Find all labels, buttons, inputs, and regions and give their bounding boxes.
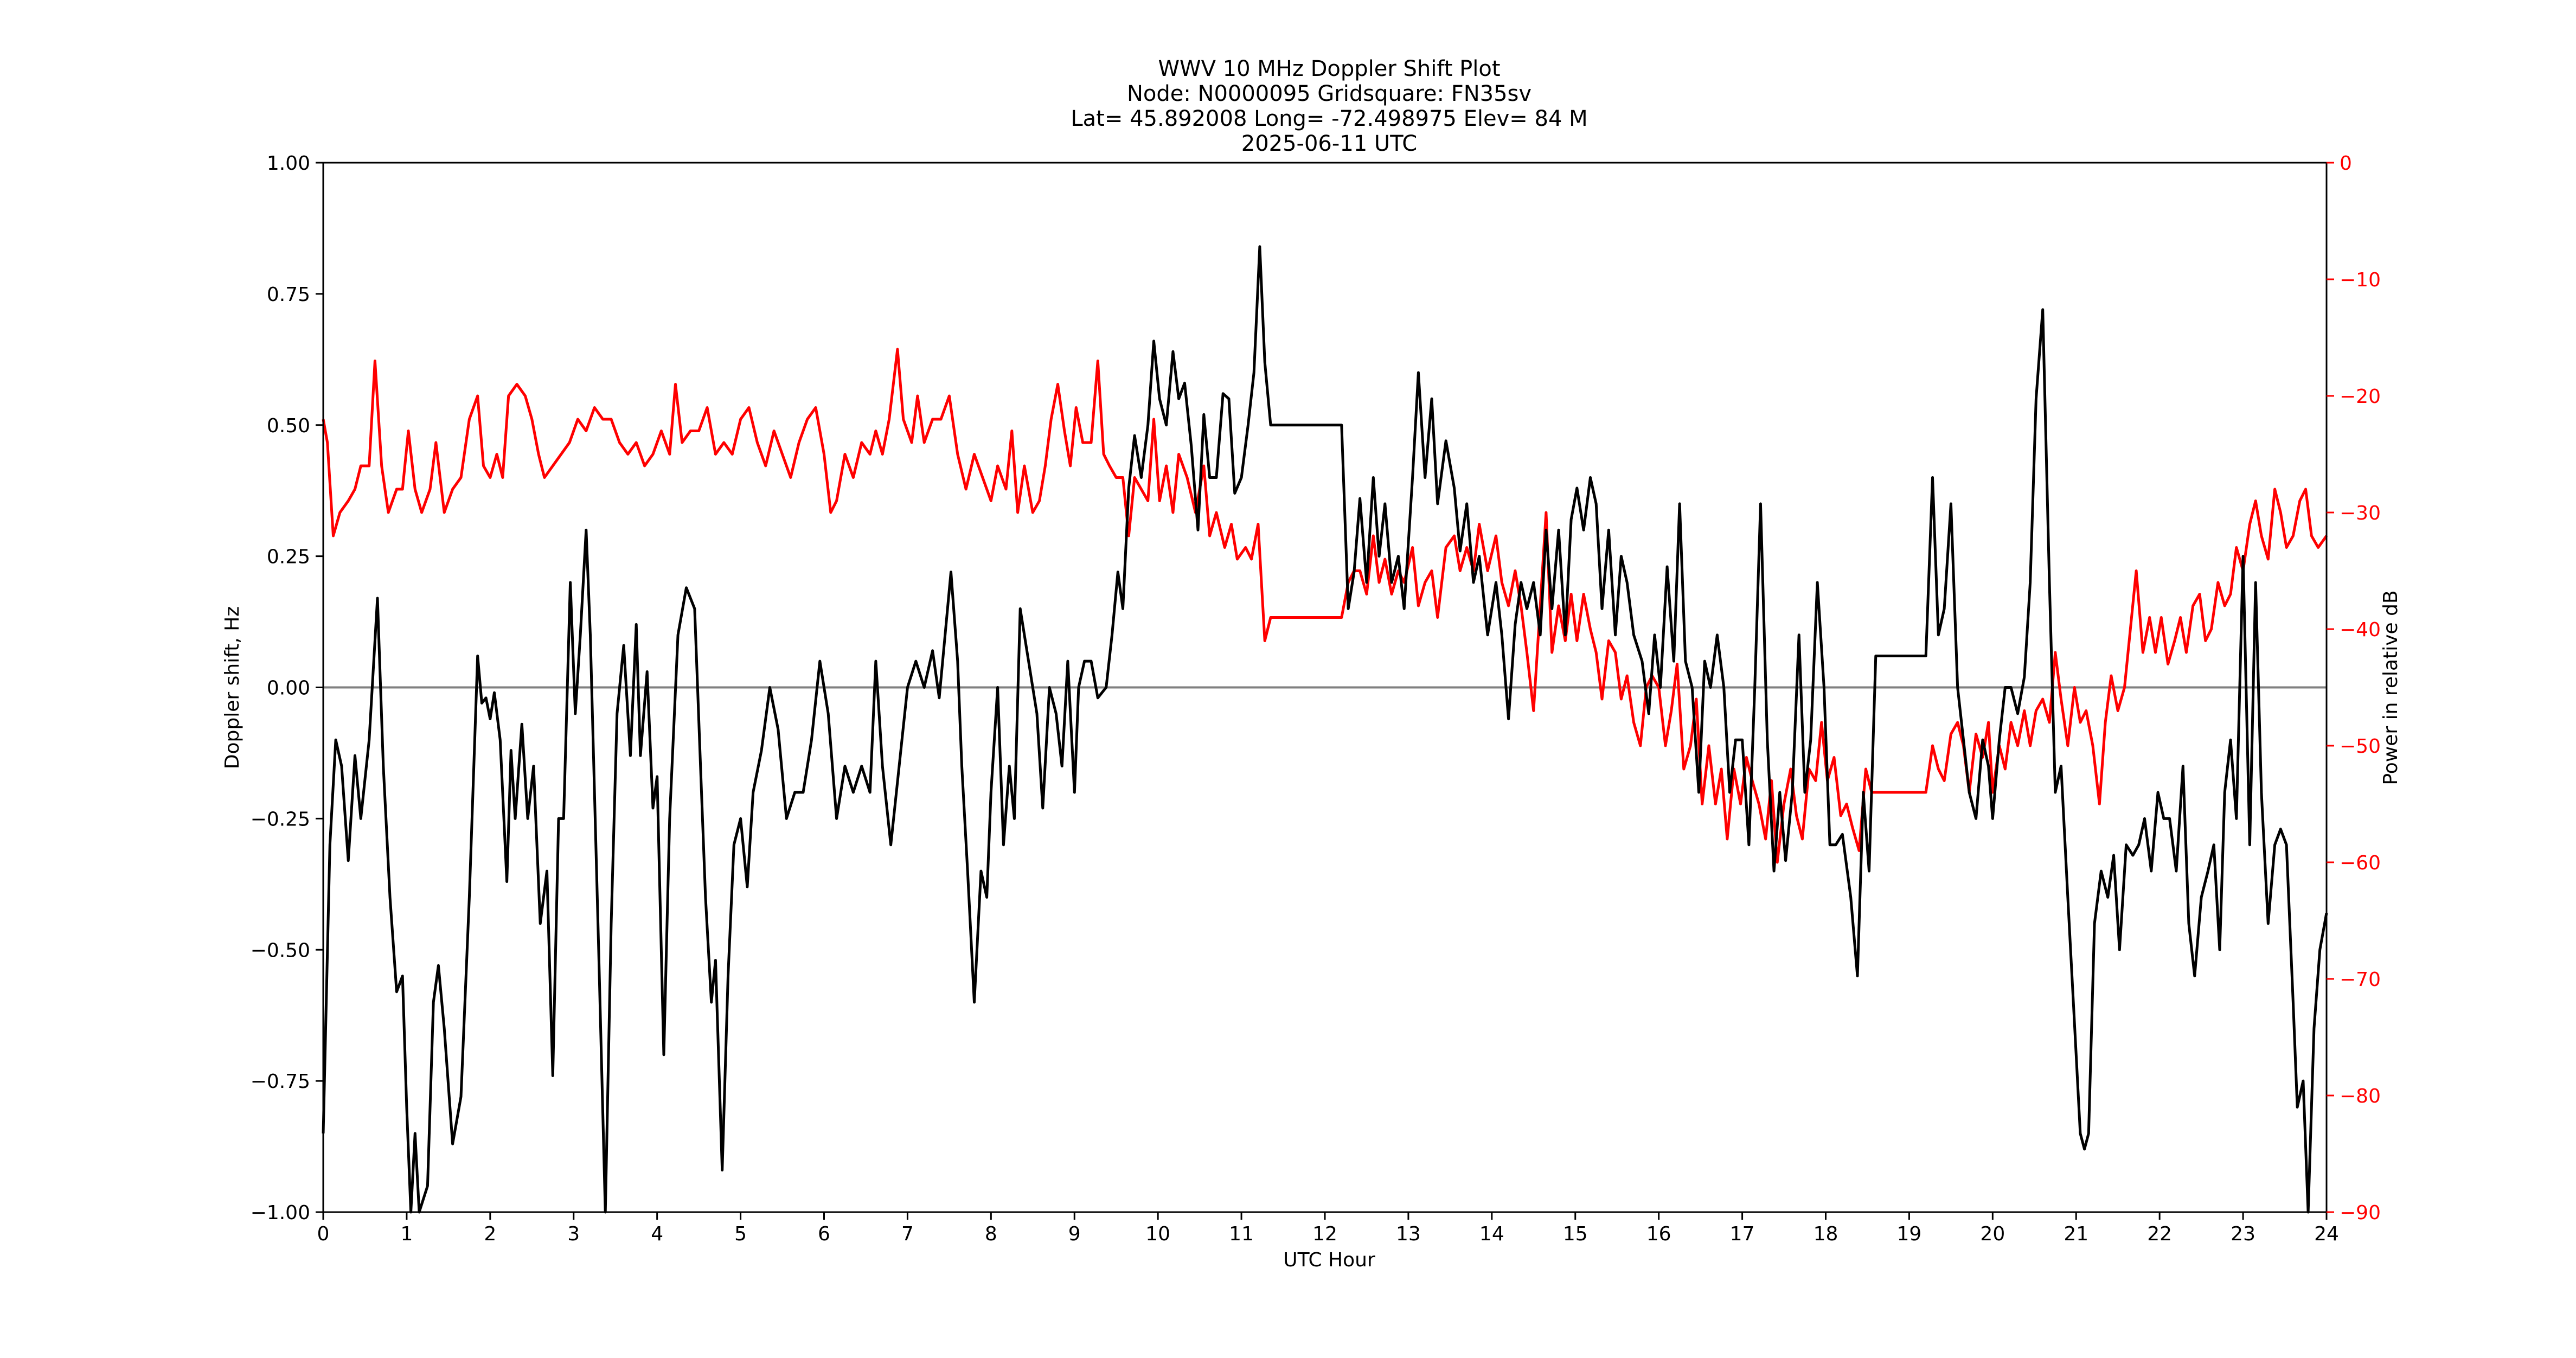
x-tick-label: 24: [2314, 1223, 2339, 1245]
y-tick-label: −1.00: [251, 1202, 310, 1224]
x-tick-label: 22: [2147, 1223, 2172, 1245]
y2-tick-label: −70: [2340, 969, 2381, 991]
y2-tick-label: −30: [2340, 502, 2381, 524]
y2-tick-label: −50: [2340, 735, 2381, 758]
x-axis-label: UTC Hour: [1283, 1249, 1375, 1271]
x-tick-label: 5: [734, 1223, 747, 1245]
x-tick-label: 13: [1396, 1223, 1421, 1245]
y2-tick-label: −10: [2340, 269, 2381, 291]
x-tick-label: 21: [2064, 1223, 2088, 1245]
x-axis: 0 1 2 3 4 5 6 7 8 9 10 11 12 13 14 15 16 17 18 19 20 21 22 23 24: [317, 1212, 2339, 1245]
x-tick-label: 9: [1068, 1223, 1081, 1245]
x-tick-label: 12: [1312, 1223, 1337, 1245]
doppler-series-line: [322, 245, 2328, 1214]
y-axis-right: 0 −10 −20 −30 −40 −50 −60 −70 −80 −90: [2327, 152, 2381, 1224]
power-series-line: [322, 348, 2328, 864]
x-tick-label: 4: [651, 1223, 663, 1245]
x-tick-label: 7: [901, 1223, 914, 1245]
x-tick-label: 20: [1980, 1223, 2005, 1245]
title-line-3: Lat= 45.892008 Long= -72.498975 Elev= 84…: [1071, 106, 1587, 131]
y-tick-label: −0.75: [251, 1071, 310, 1093]
x-tick-label: 0: [317, 1223, 330, 1245]
x-tick-label: 11: [1229, 1223, 1254, 1245]
y-tick-label: 0.50: [267, 415, 310, 437]
y2-tick-label: −90: [2340, 1202, 2381, 1224]
y-axis-label: Doppler shift, Hz: [221, 606, 243, 769]
x-tick-label: 15: [1563, 1223, 1588, 1245]
y-tick-label: −0.25: [251, 808, 310, 830]
y2-tick-label: −80: [2340, 1085, 2381, 1107]
y-tick-label: 0.00: [267, 677, 310, 700]
title-line-4: 2025-06-11 UTC: [1241, 131, 1417, 156]
y2-tick-label: −20: [2340, 386, 2381, 408]
y2-tick-label: −60: [2340, 852, 2381, 874]
y2-axis-label: Power in relative dB: [2380, 590, 2402, 785]
x-tick-label: 10: [1145, 1223, 1170, 1245]
x-tick-label: 8: [985, 1223, 997, 1245]
y-tick-label: 0.25: [267, 546, 310, 568]
title-line-2: Node: N0000095 Gridsquare: FN35sv: [1127, 81, 1531, 106]
y2-tick-label: 0: [2340, 152, 2352, 175]
x-tick-label: 18: [1814, 1223, 1838, 1245]
x-tick-label: 1: [400, 1223, 413, 1245]
plot-area: [322, 245, 2328, 1214]
title-line-1: WWV 10 MHz Doppler Shift Plot: [1158, 56, 1500, 81]
y-tick-label: −0.50: [251, 939, 310, 962]
y-tick-label: 0.75: [267, 284, 310, 306]
x-tick-label: 23: [2231, 1223, 2255, 1245]
x-tick-label: 19: [1897, 1223, 1922, 1245]
y-tick-label: 1.00: [267, 152, 310, 175]
chart-title: WWV 10 MHz Doppler Shift Plot Node: N000…: [1071, 56, 1587, 156]
x-tick-label: 17: [1730, 1223, 1755, 1245]
x-tick-label: 3: [567, 1223, 580, 1245]
x-tick-label: 2: [484, 1223, 496, 1245]
x-tick-label: 16: [1646, 1223, 1671, 1245]
x-tick-label: 14: [1479, 1223, 1504, 1245]
y2-tick-label: −40: [2340, 619, 2381, 641]
y-axis-left: 1.00 0.75 0.50 0.25 0.00 −0.25 −0.50 −0.75 −1.00: [251, 152, 323, 1224]
x-tick-label: 6: [818, 1223, 830, 1245]
